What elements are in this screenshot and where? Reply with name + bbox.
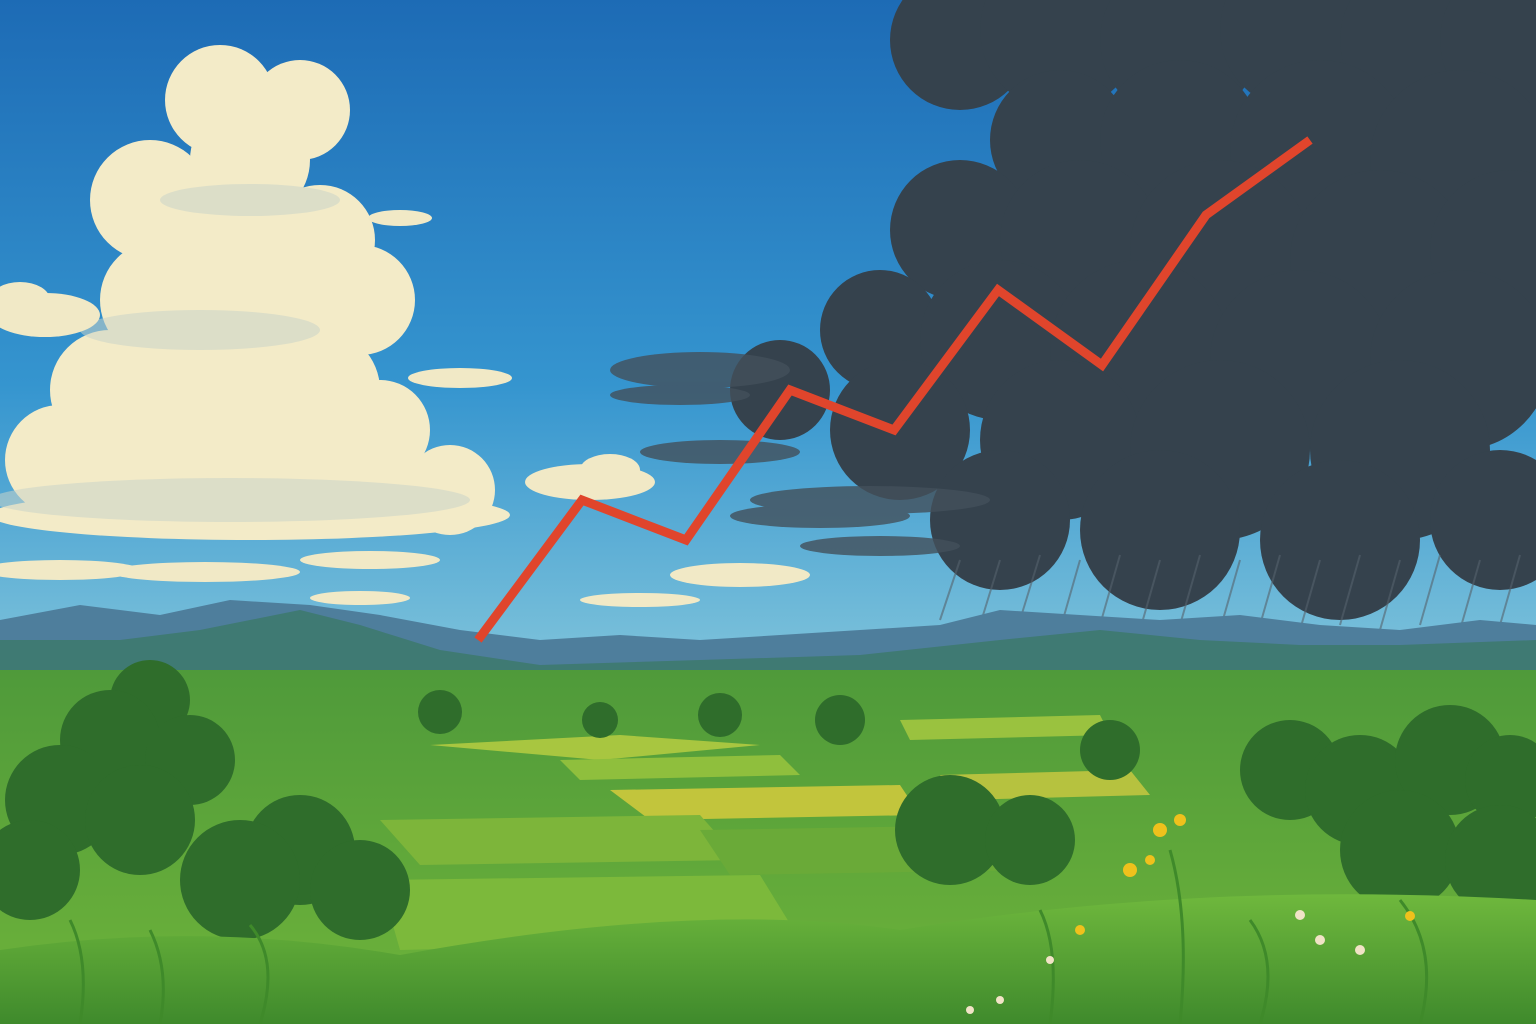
white-cumulus-cloud [0,45,510,540]
wildflower-icon [1153,823,1167,837]
trend-line-group [474,136,1313,643]
foreground-grass [0,894,1536,1024]
storm-cloud [610,0,1536,631]
rain [939,554,1521,631]
upward-trend-line [474,136,1313,643]
wildflowers [966,814,1415,1014]
small-cloud [0,210,810,607]
tree-clusters [0,660,1536,940]
